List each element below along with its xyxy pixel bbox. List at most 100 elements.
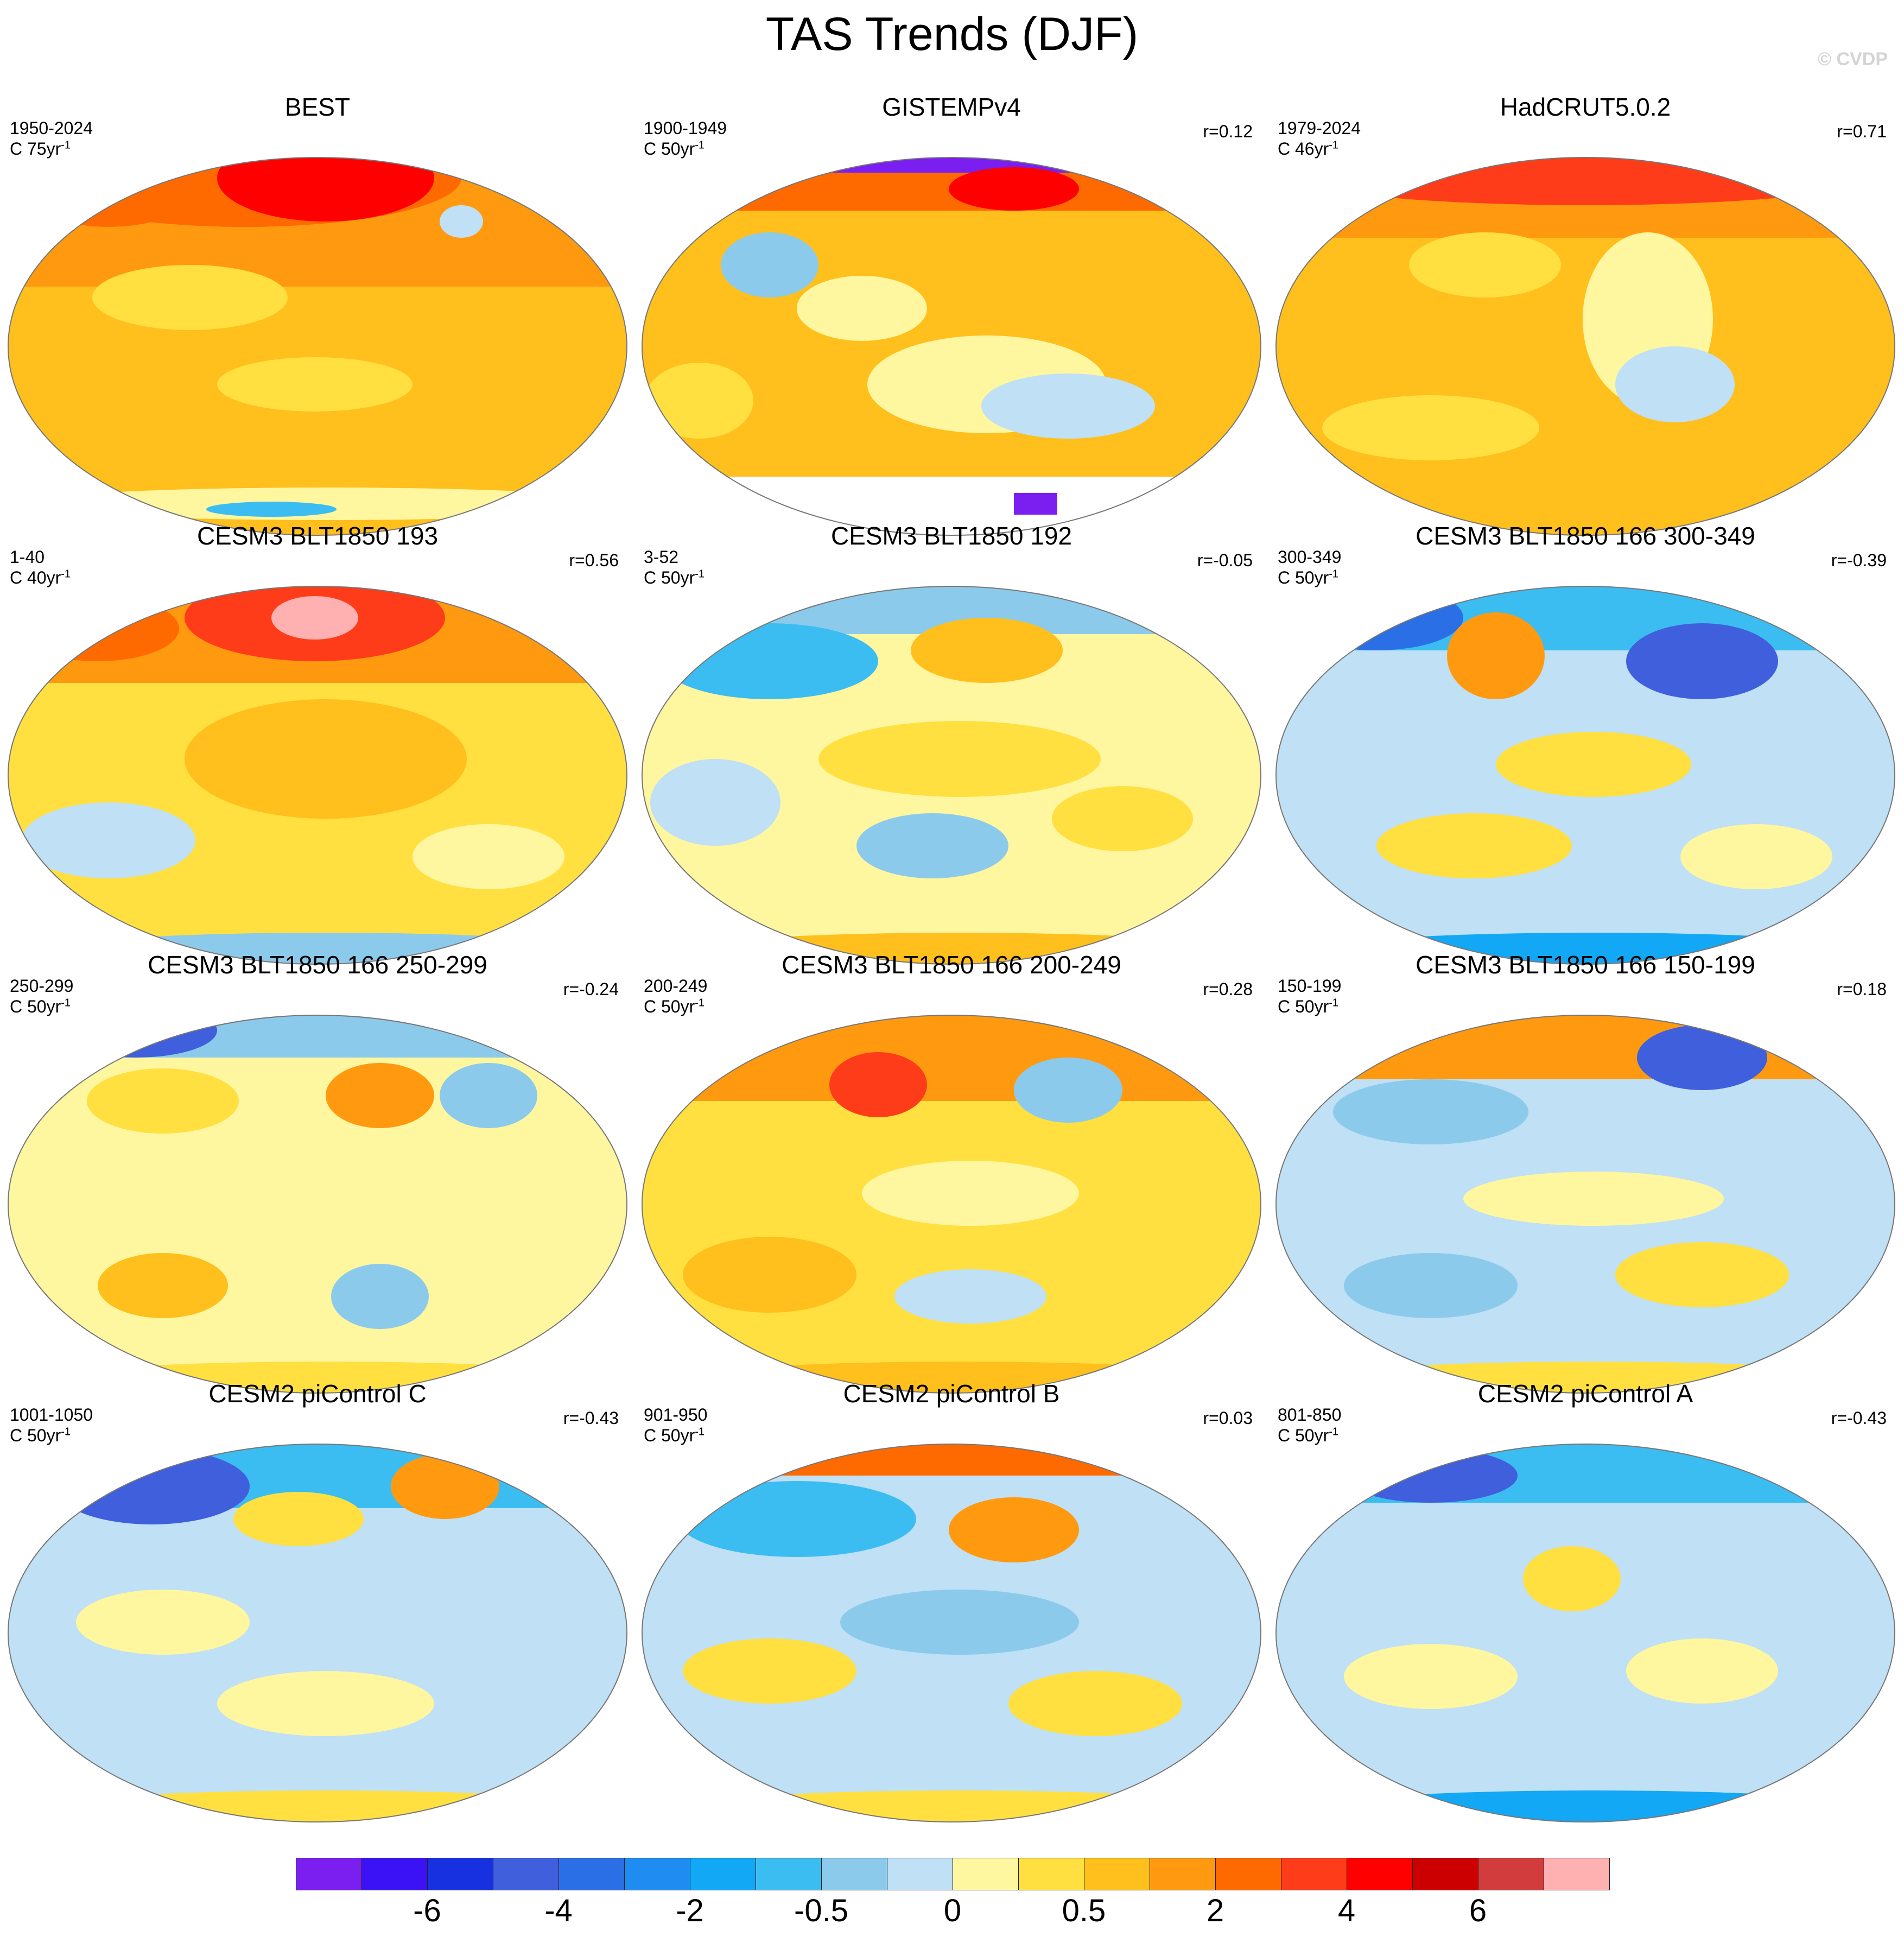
trend-map — [642, 1015, 1261, 1394]
colorbar-swatch — [690, 1858, 756, 1890]
panel-title: HadCRUT5.0.2 — [1500, 93, 1671, 121]
colorbar-tick-label: -6 — [413, 1893, 441, 1928]
map-panel-cesm3-166-300-349: CESM3 BLT1850 166 300-349 300-349 C 50yr… — [1268, 521, 1903, 965]
map-panel-cesm2-picontrol-c: CESM2 piControl C 1001-1050 C 50yr-1 r=-… — [0, 1379, 635, 1822]
colorbar-swatch — [887, 1858, 953, 1890]
map-panel-cesm3-166-150-199: CESM3 BLT1850 166 150-199 150-199 C 50yr… — [1268, 950, 1903, 1394]
panel-correlation: r=-0.43 — [563, 1408, 619, 1428]
panel-title: CESM3 BLT1850 166 250-299 — [148, 951, 487, 979]
colorbar-swatch — [1544, 1858, 1610, 1890]
panel-title: BEST — [284, 93, 351, 121]
colorbar-tick-label: 4 — [1337, 1893, 1356, 1928]
colorbar-swatch — [1150, 1858, 1216, 1890]
colorbar-swatch — [493, 1858, 559, 1890]
trend-map — [1275, 1015, 1895, 1394]
panel-correlation: r=-0.43 — [1831, 1408, 1887, 1428]
panel-title: GISTEMPv4 — [882, 93, 1021, 121]
colorbar-tick-label: 6 — [1469, 1893, 1487, 1928]
panel-scale: C 75yr-1 — [10, 139, 71, 159]
panel-correlation: r=-0.39 — [1831, 550, 1887, 570]
panel-correlation: r=0.12 — [1203, 122, 1253, 141]
colorbar-swatch — [1215, 1858, 1281, 1890]
panel-correlation: r=0.18 — [1837, 979, 1887, 999]
panel-correlation: r=0.28 — [1203, 979, 1253, 999]
panel-correlation: r=-0.24 — [563, 979, 619, 999]
colorbar — [296, 1858, 1610, 1890]
colorbar-tick-label: 0.5 — [1062, 1893, 1106, 1928]
panel-period: 250-299 — [10, 976, 74, 996]
colorbar-swatch — [1084, 1858, 1150, 1890]
panel-title: CESM2 piControl B — [843, 1379, 1060, 1408]
map-panel-cesm2-picontrol-b: CESM2 piControl B 901-950 C 50yr-1 r=0.0… — [634, 1379, 1269, 1822]
panel-scale: C 50yr-1 — [1278, 997, 1339, 1016]
colorbar-swatch — [1412, 1858, 1478, 1890]
trend-map — [1275, 157, 1895, 536]
panel-period: 200-249 — [644, 976, 708, 996]
figure-title: TAS Trends (DJF) — [765, 8, 1139, 60]
panel-scale: C 50yr-1 — [1278, 568, 1339, 587]
trend-map — [642, 1444, 1261, 1822]
colorbar-swatch — [624, 1858, 690, 1890]
colorbar-tick-label: -0.5 — [794, 1893, 848, 1928]
panel-correlation: r=0.56 — [569, 550, 619, 570]
trend-map — [8, 157, 627, 536]
panel-correlation: r=-0.05 — [1197, 550, 1253, 570]
credit-watermark: © CVDP — [1818, 49, 1888, 69]
trend-map — [1275, 1444, 1895, 1822]
map-panel-best: BEST 1950-2024 C 75yr-1 — [0, 92, 635, 536]
panel-scale: C 50yr-1 — [644, 568, 705, 587]
colorbar-tick-label: 2 — [1206, 1893, 1224, 1928]
panel-scale: C 50yr-1 — [644, 997, 705, 1016]
panel-period: 901-950 — [644, 1405, 708, 1425]
map-panel-cesm2-picontrol-a: CESM2 piControl A 801-850 C 50yr-1 r=-0.… — [1268, 1379, 1903, 1822]
panel-title: CESM3 BLT1850 166 200-249 — [782, 951, 1121, 979]
colorbar-swatch — [1281, 1858, 1347, 1890]
panel-scale: C 50yr-1 — [644, 1426, 705, 1445]
trend-map — [1275, 586, 1895, 965]
trend-map — [8, 586, 627, 965]
panel-title: CESM2 piControl A — [1477, 1379, 1693, 1408]
panel-period: 1950-2024 — [10, 118, 93, 138]
panel-period: 1900-1949 — [644, 118, 727, 138]
panel-scale: C 40yr-1 — [10, 568, 71, 587]
map-panel-cesm3-166-200-249: CESM3 BLT1850 166 200-249 200-249 C 50yr… — [634, 950, 1269, 1394]
trend-map — [8, 1015, 627, 1394]
panel-title: CESM3 BLT1850 192 — [830, 522, 1072, 550]
panel-scale: C 50yr-1 — [644, 139, 705, 159]
panel-scale: C 50yr-1 — [10, 997, 71, 1016]
panel-period: 3-52 — [644, 547, 679, 567]
colorbar-tick-label: 0 — [943, 1893, 962, 1928]
map-panel-hadcrut: HadCRUT5.0.2 1979-2024 C 46yr-1 r=0.71 — [1268, 92, 1903, 536]
colorbar-swatch — [1347, 1858, 1413, 1890]
panel-period: 1-40 — [10, 547, 45, 567]
colorbar-tick-label: -2 — [676, 1893, 704, 1928]
panel-title: CESM2 piControl C — [208, 1379, 427, 1408]
colorbar-swatch — [361, 1858, 428, 1890]
colorbar-swatch — [427, 1858, 493, 1890]
panel-period: 300-349 — [1278, 547, 1342, 567]
panel-title: CESM3 BLT1850 166 150-199 — [1416, 951, 1755, 979]
trend-map — [642, 586, 1261, 965]
colorbar-tick-label: -4 — [544, 1893, 573, 1928]
panel-title: CESM3 BLT1850 193 — [196, 522, 439, 550]
colorbar-swatch — [821, 1858, 887, 1890]
panel-period: 1979-2024 — [1278, 118, 1361, 138]
colorbar-swatch — [756, 1858, 822, 1890]
panel-period: 801-850 — [1278, 1405, 1342, 1425]
colorbar-swatch — [558, 1858, 625, 1890]
panel-period: 150-199 — [1278, 976, 1342, 996]
map-panel-gistempv4: GISTEMPv4 1900-1949 C 50yr-1 r=0.12 — [634, 92, 1269, 536]
colorbar-swatch — [1018, 1858, 1084, 1890]
map-panel-cesm3-166-250-299: CESM3 BLT1850 166 250-299 250-299 C 50yr… — [0, 950, 635, 1394]
colorbar-swatch — [1478, 1858, 1544, 1890]
colorbar-swatch — [296, 1858, 362, 1890]
panel-correlation: r=0.71 — [1837, 122, 1887, 141]
map-panel-cesm3-193: CESM3 BLT1850 193 1-40 C 40yr-1 r=0.56 — [0, 521, 635, 965]
panel-scale: C 50yr-1 — [10, 1426, 71, 1445]
panel-period: 1001-1050 — [10, 1405, 93, 1425]
trend-map — [8, 1444, 627, 1822]
panel-correlation: r=0.03 — [1203, 1408, 1253, 1428]
colorbar-swatch — [953, 1858, 1019, 1890]
panel-scale: C 50yr-1 — [1278, 1426, 1339, 1445]
map-panel-cesm3-192: CESM3 BLT1850 192 3-52 C 50yr-1 r=-0.05 — [634, 521, 1269, 965]
